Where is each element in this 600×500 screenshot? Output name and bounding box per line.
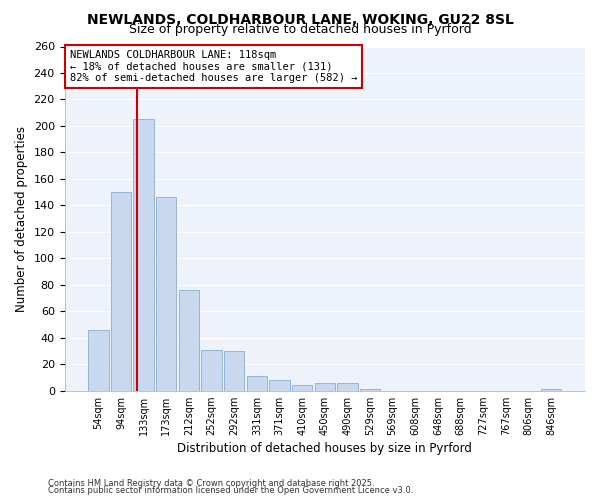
Bar xyxy=(314,383,335,390)
Bar xyxy=(202,350,222,391)
Bar xyxy=(247,376,267,390)
Text: NEWLANDS COLDHARBOUR LANE: 118sqm
← 18% of detached houses are smaller (131)
82%: NEWLANDS COLDHARBOUR LANE: 118sqm ← 18% … xyxy=(70,50,357,83)
Bar xyxy=(111,192,131,390)
Y-axis label: Number of detached properties: Number of detached properties xyxy=(15,126,28,312)
Text: Contains public sector information licensed under the Open Government Licence v3: Contains public sector information licen… xyxy=(48,486,413,495)
Text: NEWLANDS, COLDHARBOUR LANE, WOKING, GU22 8SL: NEWLANDS, COLDHARBOUR LANE, WOKING, GU22… xyxy=(86,12,514,26)
Bar xyxy=(88,330,109,390)
Text: Size of property relative to detached houses in Pyrford: Size of property relative to detached ho… xyxy=(128,22,472,36)
Bar xyxy=(269,380,290,390)
Bar xyxy=(156,198,176,390)
Bar xyxy=(292,386,313,390)
Bar xyxy=(133,120,154,390)
X-axis label: Distribution of detached houses by size in Pyrford: Distribution of detached houses by size … xyxy=(178,442,472,455)
Bar xyxy=(337,383,358,390)
Bar xyxy=(179,290,199,390)
Text: Contains HM Land Registry data © Crown copyright and database right 2025.: Contains HM Land Registry data © Crown c… xyxy=(48,478,374,488)
Bar xyxy=(224,351,244,391)
